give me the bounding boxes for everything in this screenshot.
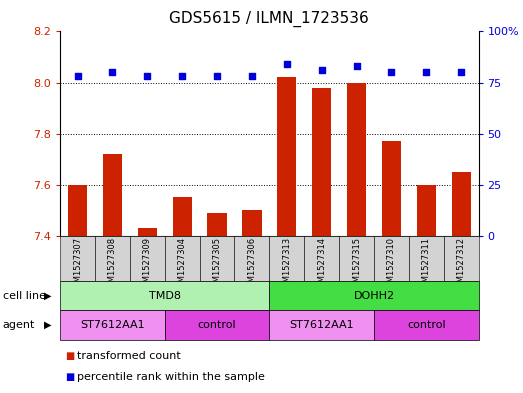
Text: ■: ■	[65, 351, 75, 361]
Bar	[60, 281, 269, 310]
Text: GSM1527309: GSM1527309	[143, 237, 152, 293]
Bar	[347, 83, 366, 236]
Bar	[277, 77, 297, 236]
Text: GSM1527308: GSM1527308	[108, 237, 117, 293]
Bar	[374, 310, 479, 340]
Point	[178, 73, 186, 79]
Text: percentile rank within the sample: percentile rank within the sample	[77, 372, 265, 382]
Title: GDS5615 / ILMN_1723536: GDS5615 / ILMN_1723536	[169, 11, 369, 27]
Bar	[234, 236, 269, 281]
Bar	[60, 310, 165, 340]
Bar	[173, 198, 192, 236]
Bar	[382, 141, 401, 236]
Point	[457, 69, 465, 75]
Text: GSM1527315: GSM1527315	[352, 237, 361, 293]
Bar	[138, 228, 157, 236]
Text: ▶: ▶	[44, 291, 52, 301]
Text: GSM1527313: GSM1527313	[282, 237, 291, 293]
Text: TMD8: TMD8	[149, 291, 181, 301]
Bar	[130, 236, 165, 281]
Point	[422, 69, 430, 75]
Text: ST7612AA1: ST7612AA1	[80, 320, 145, 330]
Point	[143, 73, 152, 79]
Text: GSM1527310: GSM1527310	[387, 237, 396, 293]
Text: GSM1527305: GSM1527305	[212, 237, 222, 293]
Text: control: control	[198, 320, 236, 330]
Text: GSM1527307: GSM1527307	[73, 237, 82, 293]
Bar	[417, 185, 436, 236]
Bar	[339, 236, 374, 281]
Point	[282, 61, 291, 67]
Bar	[269, 310, 374, 340]
Text: GSM1527306: GSM1527306	[247, 237, 256, 293]
Text: GSM1527311: GSM1527311	[422, 237, 431, 293]
Point	[73, 73, 82, 79]
Bar	[269, 281, 479, 310]
Text: control: control	[407, 320, 446, 330]
Text: DOHH2: DOHH2	[354, 291, 394, 301]
Bar	[68, 185, 87, 236]
Bar	[312, 88, 331, 236]
Text: ST7612AA1: ST7612AA1	[289, 320, 354, 330]
Bar	[269, 236, 304, 281]
Point	[108, 69, 117, 75]
Bar	[208, 213, 226, 236]
Bar	[374, 236, 409, 281]
Bar	[200, 236, 234, 281]
Bar	[451, 172, 471, 236]
Bar	[242, 210, 262, 236]
Bar	[409, 236, 444, 281]
Point	[248, 73, 256, 79]
Bar	[304, 236, 339, 281]
Point	[213, 73, 221, 79]
Bar	[103, 154, 122, 236]
Point	[387, 69, 395, 75]
Text: transformed count: transformed count	[77, 351, 181, 361]
Bar	[444, 236, 479, 281]
Text: GSM1527312: GSM1527312	[457, 237, 465, 293]
Text: cell line: cell line	[3, 291, 46, 301]
Text: agent: agent	[3, 320, 35, 330]
Point	[353, 63, 361, 69]
Text: ▶: ▶	[44, 320, 52, 330]
Text: GSM1527314: GSM1527314	[317, 237, 326, 293]
Text: ■: ■	[65, 372, 75, 382]
Point	[317, 67, 326, 73]
Bar	[165, 310, 269, 340]
Text: GSM1527304: GSM1527304	[178, 237, 187, 293]
Bar	[60, 236, 95, 281]
Bar	[165, 236, 200, 281]
Bar	[95, 236, 130, 281]
